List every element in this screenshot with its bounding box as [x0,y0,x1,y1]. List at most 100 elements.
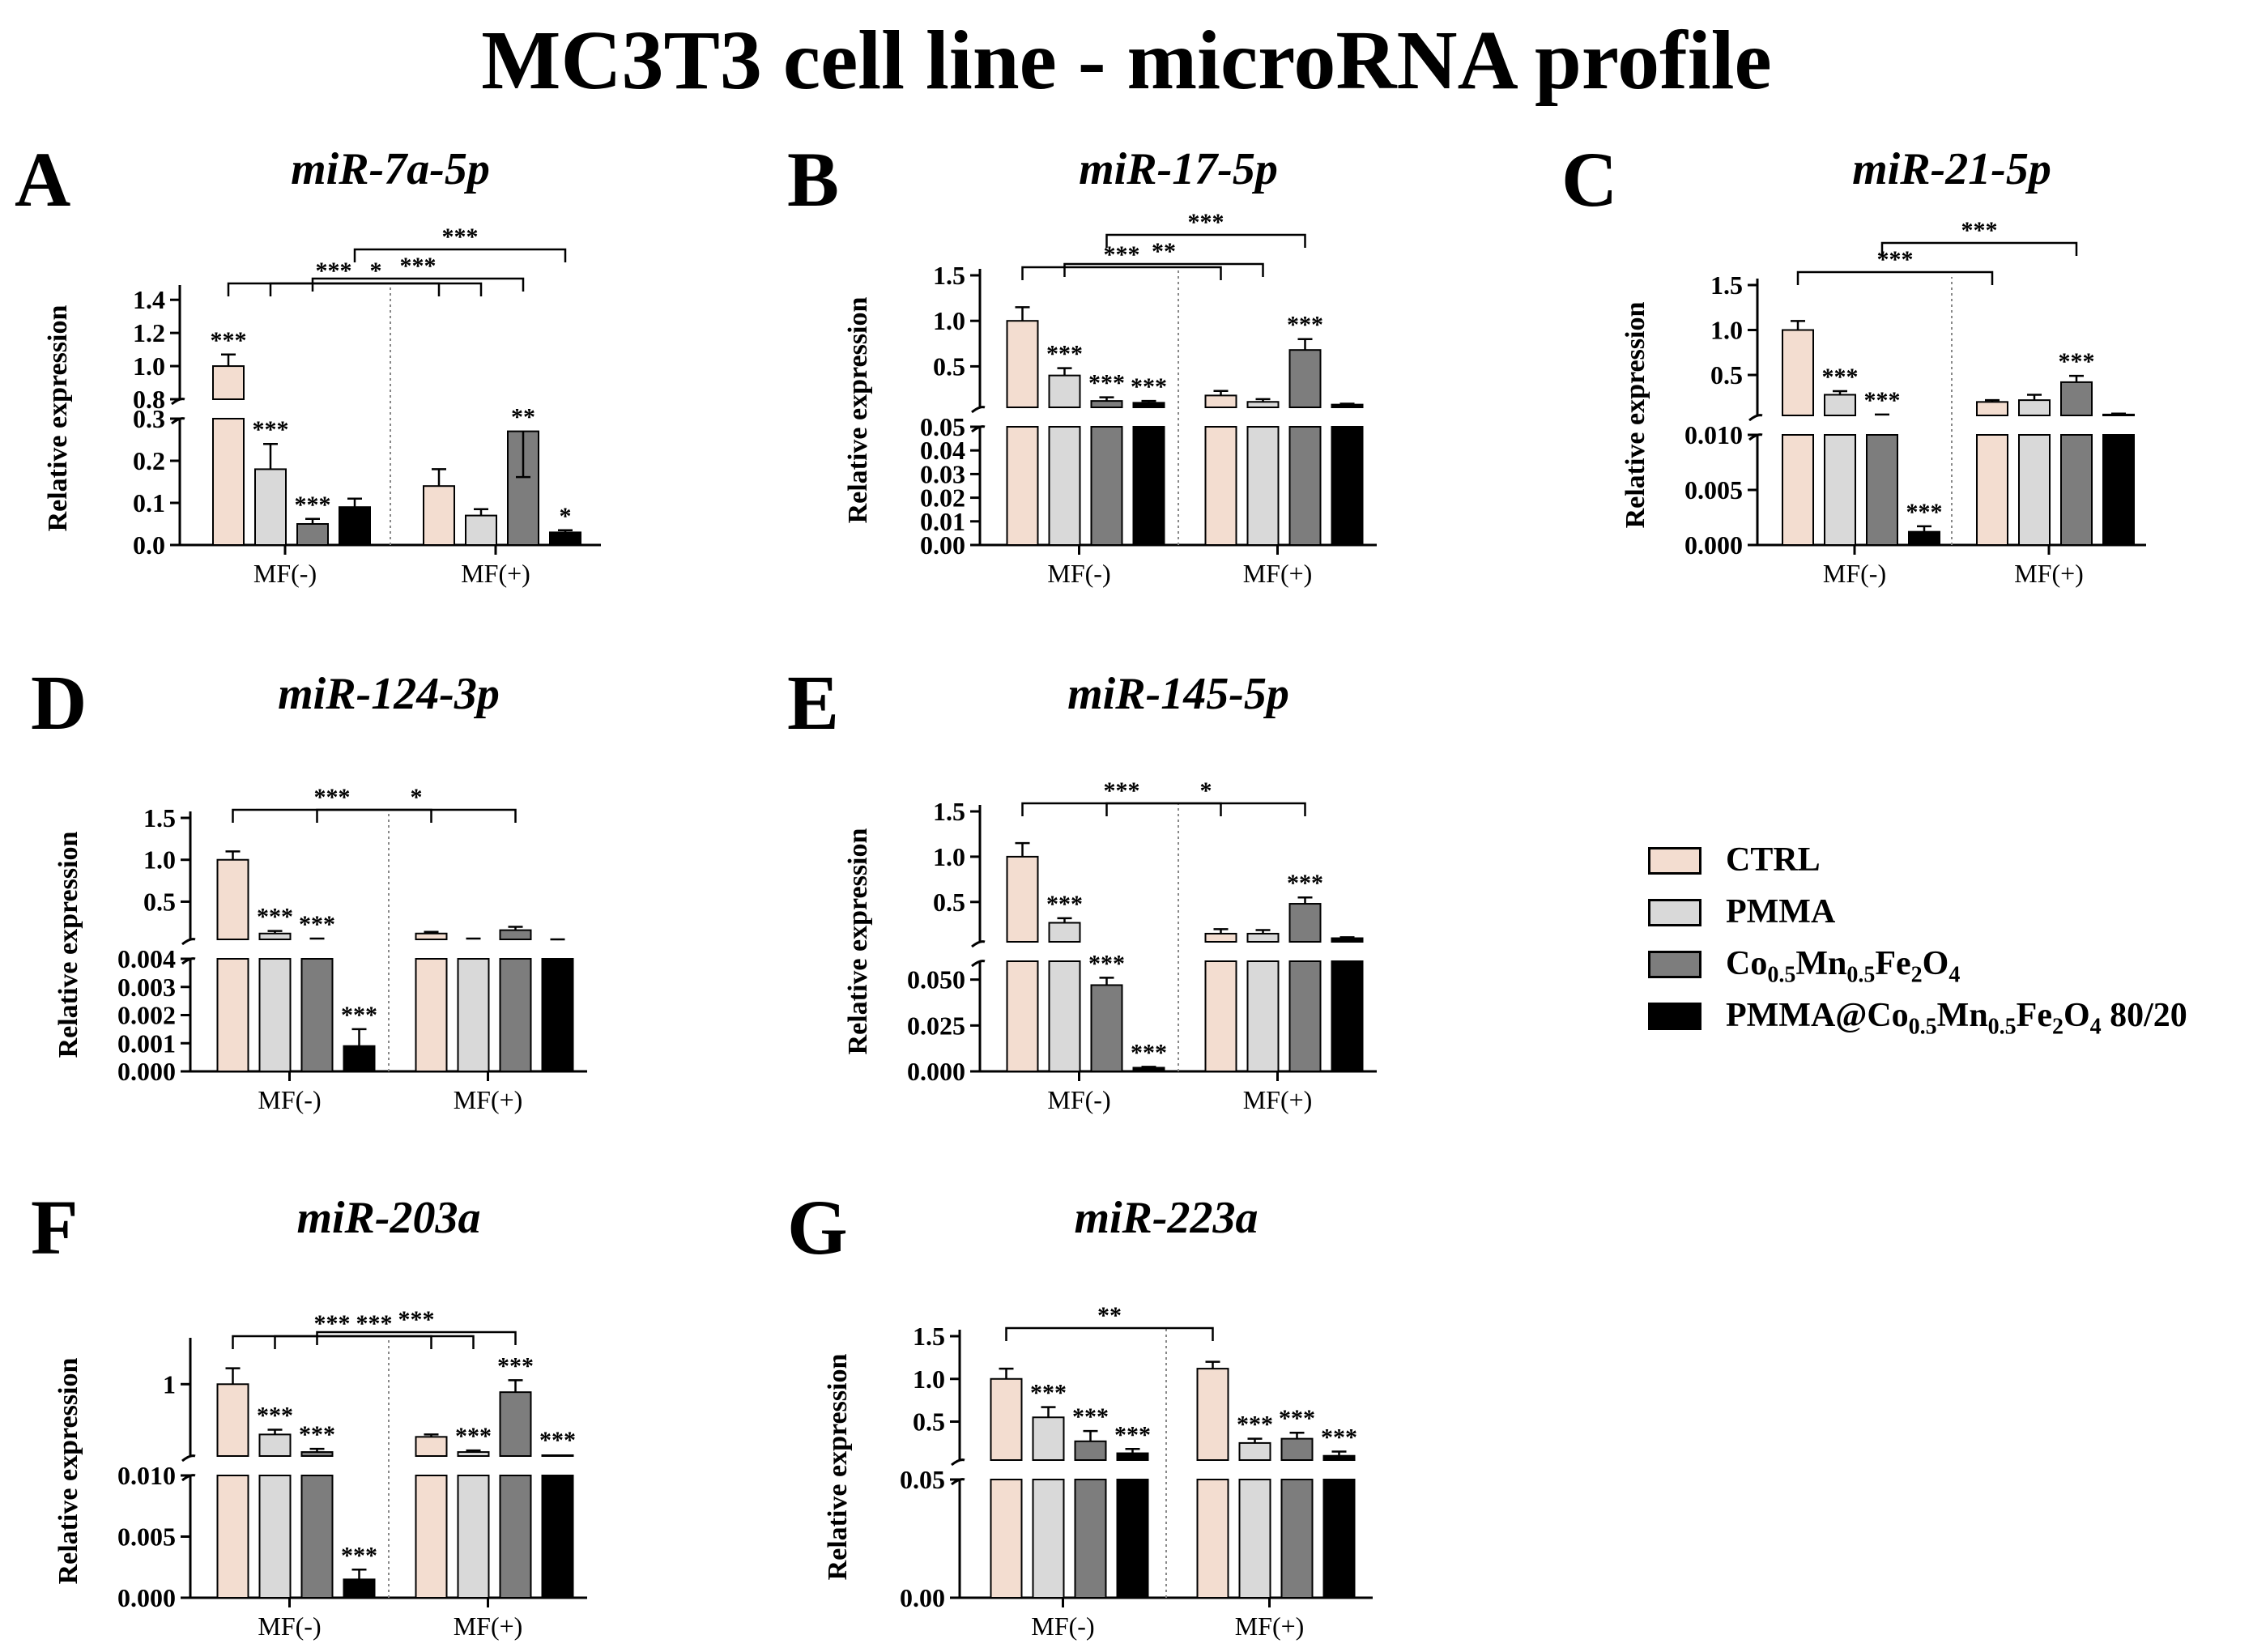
comparison-bracket [1021,266,1222,280]
bar-pmma-co0-5mn0-5fe2o4-80-20-mf-plus-lower [541,958,574,1072]
significance-star: *** [1864,387,1901,414]
significance-star: *** [539,1427,576,1454]
y-tick-label-lower: 0.000 [117,1583,176,1612]
bar-pmma-co0-5mn0-5fe2o4-80-20-mf-plus [1331,937,1364,943]
y-tick-label-upper: 1.4 [133,285,165,314]
bar-co0-5mn0-5fe2o4-mf-minus-lower [300,958,334,1072]
comparison-bracket [232,808,432,823]
bar-pmma-mf-minus [254,468,287,547]
significance-star: *** [1131,373,1167,400]
y-tick-label-lower: 0.010 [117,1461,176,1490]
bar-ctrl-mf-minus [1782,329,1814,416]
bar-pmma-mf-plus [1238,1441,1271,1462]
comparison-label: * [411,784,423,811]
bar-pmma-mf-plus-lower [1238,1479,1271,1599]
panel-e: Relative expression miR-145-5p 0.000 0.025 0… [843,669,1377,1114]
comparison-bracket [316,808,517,823]
bar-co0-5mn0-5fe2o4-mf-plus-lower [499,958,532,1072]
axis-break-mark [1748,414,1763,422]
bar-ctrl-mf-minus-lower [990,1479,1023,1599]
bar-ctrl-mf-plus-lower [1204,426,1237,546]
significance-star: *** [1906,499,1943,526]
legend-label-pmma: PMMA [1726,893,1836,930]
bar-pmma-mf-minus [1048,922,1081,943]
y-tick-label-lower: 0.03 [920,459,965,488]
bar-ctrl-mf-minus [990,1377,1023,1462]
bar-pmma-mf-plus [1246,932,1280,943]
bar-pmma-co0-5mn0-5fe2o4-80-20-mf-minus-lower [1132,426,1165,546]
x-tick-label: MF(+) [2014,559,2084,588]
significance-star: *** [1279,1405,1315,1432]
significance-star: *** [1237,1411,1273,1438]
y-tick-label-lower: 0.050 [907,965,965,994]
bar-pmma-mf-minus [1048,374,1081,409]
bar-ctrl-mf-plus [1976,401,2008,416]
significance-star: *** [341,1542,377,1569]
bar-co0-5mn0-5fe2o4-mf-minus-lower [1074,1479,1107,1599]
y-tick-label-upper: 0.5 [143,887,176,916]
bar-pmma-co0-5mn0-5fe2o4-80-20-mf-plus-lower [2102,434,2135,546]
bar-ctrl-mf-plus-lower [1976,434,2008,546]
x-tick-label: MF(-) [258,1612,321,1641]
comparison-label: *** [1188,209,1224,236]
bar-pmma-mf-plus [457,1451,490,1457]
significance-star: *** [299,911,335,938]
bar-co0-5mn0-5fe2o4-mf-minus [1074,1440,1107,1462]
bar-ctrl-mf-minus [1006,320,1039,409]
bar-ctrl-mf-plus [1204,394,1237,408]
bar-co0-5mn0-5fe2o4-mf-plus [499,929,532,941]
y-axis-label: Relative expression [1621,301,1650,528]
y-tick-label-lower: 0.01 [920,507,965,536]
comparison-bracket [269,282,483,296]
comparison-label: *** [314,784,351,811]
bar-pmma-co0-5mn0-5fe2o4-80-20-mf-minus [1116,1452,1149,1461]
chart-title: miR-21-5p [1852,144,2051,194]
bar-co0-5mn0-5fe2o4-mf-minus [1090,984,1123,1073]
bar-co0-5mn0-5fe2o4-mf-plus [1280,1437,1314,1462]
y-tick-label-lower: 0.00 [920,530,965,560]
significance-star: *** [1046,891,1083,918]
bar-pmma-mf-plus-lower [1246,960,1280,1072]
bar-pmma-mf-minus-lower [258,958,292,1072]
bar-pmma-co0-5mn0-5fe2o4-80-20-mf-minus-lower [1116,1479,1149,1599]
bar-pmma-co0-5mn0-5fe2o4-80-20-mf-minus [343,1578,376,1599]
y-tick-label-lower: 0.004 [117,944,176,973]
significance-star: *** [1030,1380,1067,1407]
bar-pmma-mf-plus [2018,399,2051,417]
bar-co0-5mn0-5fe2o4-mf-plus [2060,381,2093,416]
bar-pmma-mf-minus [1032,1416,1065,1461]
y-tick-label-upper: 1.0 [1710,316,1743,345]
bar-ctrl-mf-minus-lower [212,418,245,546]
y-axis-label: Relative expression [43,304,73,531]
panel-b: Relative expression miR-17-5p 0.000.010.02… [843,144,1377,588]
y-tick-label-lower: 0.002 [117,1001,176,1030]
comparison-bracket [1063,262,1264,277]
bar-co0-5mn0-5fe2o4-mf-plus-lower [2060,434,2093,546]
x-tick-label: MF(-) [253,559,317,588]
bar-ctrl-mf-plus-lower [1196,1479,1229,1599]
bar-ctrl-mf-plus [423,485,455,547]
chart-title: miR-17-5p [1079,144,1278,194]
chart-title: miR-7a-5p [291,144,490,194]
x-tick-label: MF(+) [1243,559,1313,588]
comparison-label: *** [400,253,437,279]
bar-pmma-co0-5mn0-5fe2o4-80-20-mf-minus [1908,530,1940,546]
bar-co0-5mn0-5fe2o4-mf-plus [1288,349,1322,409]
figure-title: MC3T3 cell line - microRNA profile [481,14,1772,107]
bar-ctrl-mf-minus [212,365,245,401]
significance-star: *** [1088,950,1125,977]
y-tick-label-upper: 0.5 [1710,360,1743,390]
bar-pmma-co0-5mn0-5fe2o4-80-20-mf-plus-lower [1331,426,1364,546]
y-tick-label-lower: 0.000 [1684,530,1743,560]
comparison-bracket [227,282,441,296]
comparison-label: *** [1104,777,1140,804]
comparison-bracket [1880,241,2078,256]
y-tick-label-upper: 0.5 [933,351,965,381]
y-tick-label-upper: 1.5 [933,261,965,290]
axis-break-mark [951,1458,965,1467]
y-axis-label: Relative expression [843,828,873,1054]
comparison-bracket [1005,1326,1214,1341]
bar-ctrl-mf-plus [415,1436,448,1458]
panel-d: Relative expressionmiR-124-3p0.0000.0010… [53,669,587,1114]
bar-pmma-co0-5mn0-5fe2o4-80-20-mf-plus [549,531,581,547]
